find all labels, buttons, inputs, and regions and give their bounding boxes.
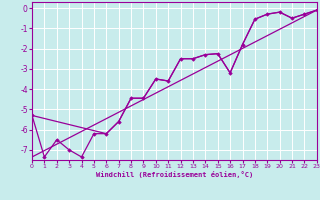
X-axis label: Windchill (Refroidissement éolien,°C): Windchill (Refroidissement éolien,°C) xyxy=(96,171,253,178)
